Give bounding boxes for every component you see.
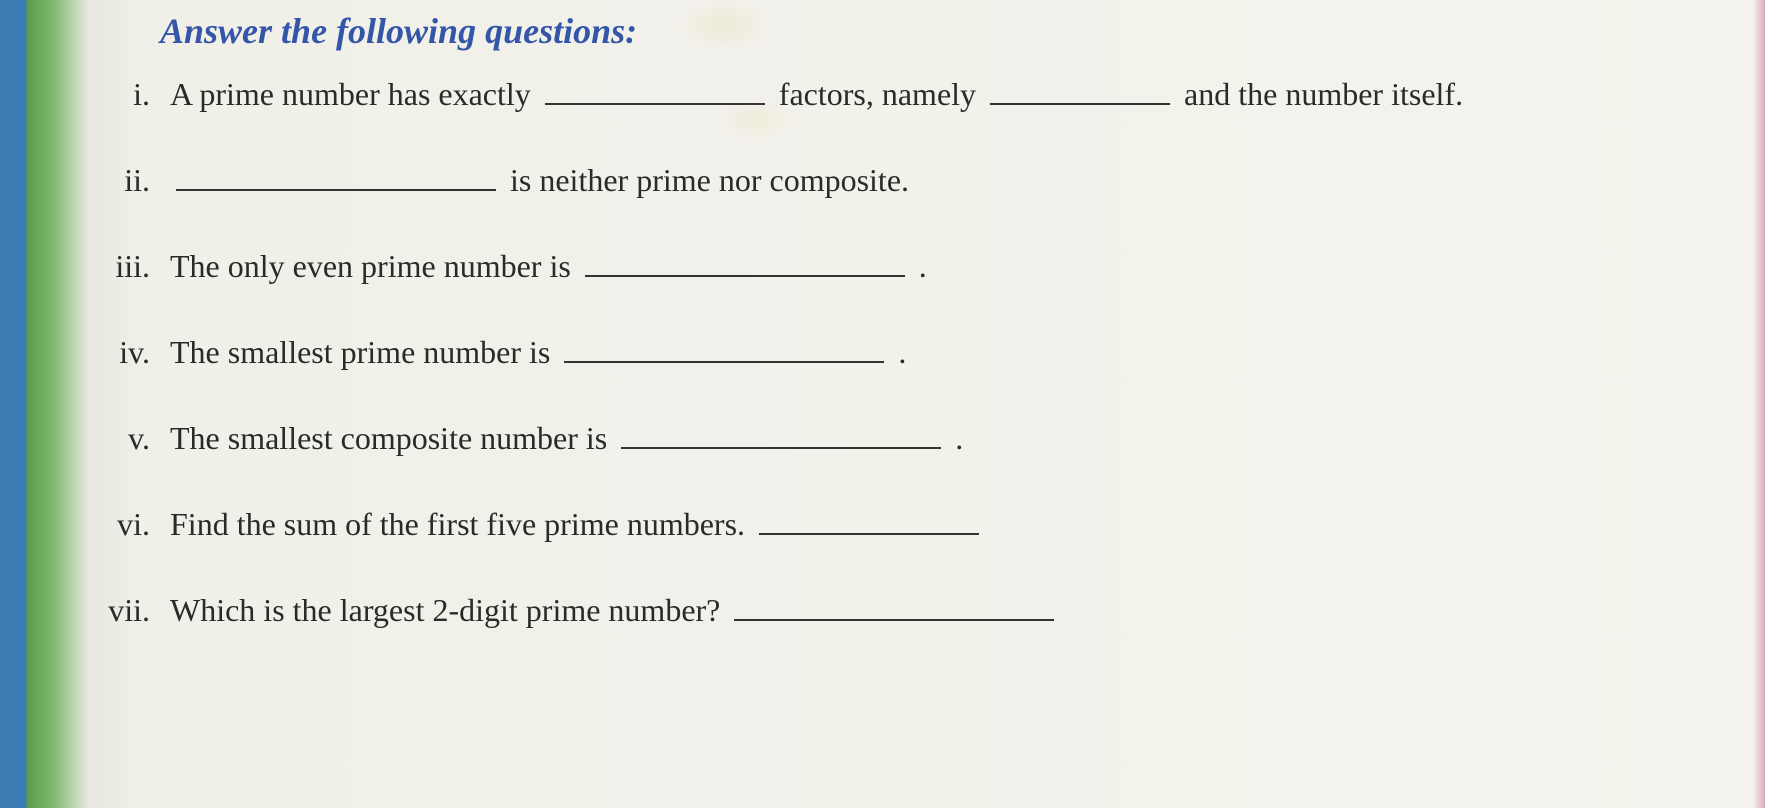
question-text-part: is neither prime nor composite.	[510, 162, 909, 198]
question-item: iii. The only even prime number is .	[100, 242, 1705, 290]
question-text-part: .	[898, 334, 906, 370]
question-text: The only even prime number is .	[170, 242, 1705, 290]
fill-blank[interactable]	[621, 417, 941, 449]
paper-stain	[720, 100, 790, 140]
question-marker: iii.	[100, 248, 170, 285]
paper-stain	[680, 0, 770, 50]
question-item: vi. Find the sum of the first five prime…	[100, 500, 1705, 548]
worksheet-heading: Answer the following questions:	[160, 10, 1705, 52]
question-marker: v.	[100, 420, 170, 457]
question-text-part: .	[919, 248, 927, 284]
question-item: i. A prime number has exactly factors, n…	[100, 70, 1705, 118]
question-text-part: A prime number has exactly	[170, 76, 539, 112]
question-marker: ii.	[100, 162, 170, 199]
page-edge	[1753, 0, 1765, 808]
question-text-part: The smallest prime number is	[170, 334, 558, 370]
question-text-part: .	[955, 420, 963, 456]
question-text: The smallest composite number is .	[170, 414, 1705, 462]
worksheet-content: Answer the following questions: i. A pri…	[0, 0, 1765, 692]
question-marker: vi.	[100, 506, 170, 543]
question-text-part: The only even prime number is	[170, 248, 579, 284]
fill-blank[interactable]	[564, 331, 884, 363]
question-text: Find the sum of the first five prime num…	[170, 500, 1705, 548]
question-item: ii. is neither prime nor composite.	[100, 156, 1705, 204]
question-text: Which is the largest 2-digit prime numbe…	[170, 586, 1705, 634]
question-text: The smallest prime number is .	[170, 328, 1705, 376]
question-marker: i.	[100, 76, 170, 113]
fill-blank[interactable]	[545, 73, 765, 105]
question-item: vii. Which is the largest 2-digit prime …	[100, 586, 1705, 634]
question-text-part: Which is the largest 2-digit prime numbe…	[170, 592, 728, 628]
fill-blank[interactable]	[176, 159, 496, 191]
question-marker: vii.	[100, 592, 170, 629]
question-text: A prime number has exactly factors, name…	[170, 70, 1705, 118]
question-list: i. A prime number has exactly factors, n…	[100, 70, 1705, 634]
fill-blank[interactable]	[585, 245, 905, 277]
question-item: v. The smallest composite number is .	[100, 414, 1705, 462]
question-text: is neither prime nor composite.	[170, 156, 1705, 204]
fill-blank[interactable]	[734, 589, 1054, 621]
question-text-part: Find the sum of the first five prime num…	[170, 506, 753, 542]
question-text-part: factors, namely	[779, 76, 984, 112]
question-marker: iv.	[100, 334, 170, 371]
question-text-part: and the number itself.	[1184, 76, 1463, 112]
question-text-part: The smallest composite number is	[170, 420, 615, 456]
fill-blank[interactable]	[990, 73, 1170, 105]
question-item: iv. The smallest prime number is .	[100, 328, 1705, 376]
fill-blank[interactable]	[759, 503, 979, 535]
